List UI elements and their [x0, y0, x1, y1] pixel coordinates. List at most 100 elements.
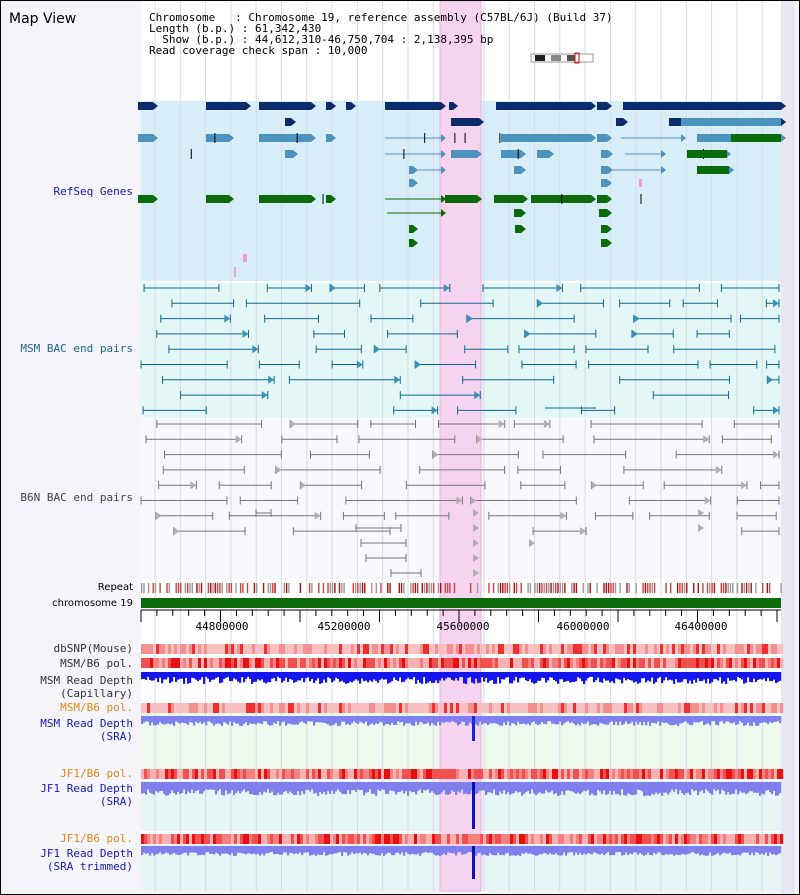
- jf1-read-depth-trimmed-label[interactable]: JF1 Read Depth: [40, 847, 133, 860]
- jf1-trim-depth-bar: [241, 846, 244, 854]
- msm-capillary-depth-bar: [291, 672, 294, 680]
- jf1-sra-depth-bar: [555, 782, 558, 793]
- jf1-b6-pol-strip: [270, 769, 274, 779]
- jf1-trim-depth-bar: [485, 846, 488, 856]
- msm-sra-depth-bar: [257, 716, 260, 723]
- jf1-trim-depth-bar: [181, 846, 184, 854]
- msm-b6-pol-strip: [543, 658, 547, 668]
- gene-arrow: [441, 166, 446, 174]
- msm-capillary-depth-bar: [685, 672, 688, 680]
- msm-capillary-depth-bar: [667, 672, 670, 681]
- jf1-read-depth-sra-label[interactable]: JF1 Read Depth: [40, 782, 133, 795]
- msm-b6-pol-strip: [699, 658, 703, 668]
- msm-b6-pol2-strip: [450, 703, 454, 713]
- jf1-b6-pol-strip: [201, 769, 205, 779]
- gene-arrow: [521, 209, 526, 217]
- gene-arrow: [453, 102, 458, 110]
- jf1-b6-pol2-strip: [429, 834, 433, 844]
- msm-capillary-depth-bar: [595, 672, 598, 681]
- jf1-sra-depth-bar: [551, 782, 554, 791]
- jf1-trim-depth-bar: [493, 846, 496, 856]
- msm-b6-pol-2-label[interactable]: MSM/B6 pol.: [60, 701, 133, 714]
- msm-b6-pol2-strip: [336, 703, 340, 713]
- repeat-mark: [398, 583, 400, 593]
- jf1-b6-pol2-strip: [681, 834, 685, 844]
- msm-read-depth-sra-label[interactable]: MSM Read Depth: [40, 717, 133, 730]
- msm-sra-depth-bar: [525, 716, 528, 725]
- repeat-mark: [196, 583, 198, 593]
- jf1-trim-depth-bar: [691, 846, 694, 853]
- msm-capillary-depth-bar: [161, 672, 164, 684]
- jf1-b6-pol-label[interactable]: JF1/B6 pol.: [60, 767, 133, 780]
- msm-capillary-depth-bar: [551, 672, 554, 678]
- jf1-b6-pol2-strip: [516, 834, 520, 844]
- msm-sra-depth-bar: [463, 716, 466, 722]
- msm-capillary-depth-bar: [147, 672, 150, 677]
- msm-sra-depth-bar: [197, 716, 200, 724]
- jf1-sra-depth-bar: [623, 782, 626, 795]
- msm-sra-depth-bar: [165, 716, 168, 725]
- bac-arrow: [456, 496, 463, 505]
- msm-b6-pol2-strip: [141, 703, 145, 713]
- msm-capillary-depth-bar: [617, 672, 620, 680]
- jf1-trim-depth-bar: [777, 846, 780, 855]
- jf1-sra-depth-bar: [147, 782, 150, 790]
- jf1-trim-depth-bar: [551, 846, 554, 855]
- msm-b6-pol-strip: [285, 658, 289, 668]
- jf1-sra-depth-bar: [447, 782, 450, 796]
- jf1-b6-pol-2-label[interactable]: JF1/B6 pol.: [60, 832, 133, 845]
- dbsnp-strip: [624, 644, 628, 654]
- msm-capillary-depth-bar: [675, 672, 678, 680]
- jf1-b6-pol-strip: [204, 769, 208, 779]
- dbsnp-strip: [351, 644, 355, 654]
- msm-b6-pol-strip: [222, 658, 226, 668]
- jf1-trim-depth-bar: [523, 846, 526, 854]
- msm-sra-depth-bar: [447, 716, 450, 722]
- jf1-trim-depth-bar: [237, 846, 240, 853]
- msm-b6-pol2-strip: [330, 703, 334, 713]
- repeat-mark: [499, 583, 502, 593]
- jf1-trim-depth-spike: [472, 846, 475, 879]
- msm-capillary-depth-bar: [661, 672, 664, 684]
- jf1-b6-pol-strip: [306, 769, 310, 779]
- repeat-mark: [729, 583, 732, 593]
- msm-bac-label[interactable]: MSM BAC end pairs: [20, 342, 133, 355]
- b6n-bac-label[interactable]: B6N BAC end pairs: [20, 491, 133, 504]
- repeat-mark: [681, 583, 683, 593]
- msm-capillary-depth-bar: [545, 672, 548, 683]
- repeat-mark: [453, 583, 456, 593]
- jf1-b6-pol-strip: [183, 769, 187, 779]
- dbsnp-strip: [288, 644, 292, 654]
- jf1-sra-depth-bar: [521, 782, 524, 796]
- bac-arrow: [394, 375, 401, 384]
- msm-sra-depth-bar: [539, 716, 542, 725]
- msm-b6-pol-label[interactable]: MSM/B6 pol.: [60, 657, 133, 670]
- msm-sra-depth-bar: [697, 716, 700, 723]
- dbsnp-strip: [597, 644, 601, 654]
- msm-capillary-depth-bar: [337, 672, 340, 679]
- msm-b6-pol2-strip: [765, 703, 769, 713]
- msm-capillary-depth-bar: [267, 672, 270, 682]
- msm-b6-pol-strip: [183, 658, 187, 668]
- jf1-trim-depth-bar: [275, 846, 278, 855]
- msm-capillary-depth-bar: [169, 672, 172, 684]
- jf1-b6-pol2-strip: [666, 834, 670, 844]
- msm-capillary-depth-bar: [357, 672, 360, 681]
- gene-exon: [514, 209, 521, 217]
- refseq-genes-label[interactable]: RefSeq Genes: [53, 185, 133, 198]
- msm-b6-pol2-strip: [207, 703, 211, 713]
- jf1-b6-pol-strip: [756, 769, 760, 779]
- jf1-sra-depth-bar: [289, 782, 292, 792]
- msm-capillary-depth-bar: [469, 672, 472, 677]
- repeat-mark: [168, 583, 170, 593]
- dbsnp-label[interactable]: dbSNP(Mouse): [53, 642, 133, 655]
- msm-sra-depth-bar: [451, 716, 454, 722]
- msm-b6-pol-strip: [228, 658, 232, 668]
- dbsnp-strip: [390, 644, 394, 654]
- dbsnp-strip: [354, 644, 358, 654]
- msm-b6-pol2-strip: [615, 703, 619, 713]
- dbsnp-strip: [432, 644, 436, 654]
- msm-read-depth-capillary-label[interactable]: MSM Read Depth: [40, 674, 133, 687]
- repeat-mark: [274, 583, 276, 593]
